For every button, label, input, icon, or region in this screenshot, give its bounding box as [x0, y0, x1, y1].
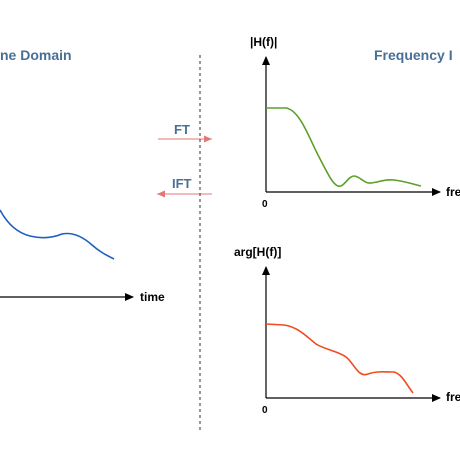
magnitude-origin-label: 0 [262, 199, 268, 210]
time-x-axis-label: time [140, 290, 165, 304]
transform-operations: FT IFT [157, 55, 212, 432]
phase-y-axis-label: arg[H(f)] [234, 245, 281, 259]
time-signal-curve [0, 209, 115, 260]
magnitude-curve [266, 107, 422, 187]
phase-chart: arg[H(f)] 0 fre [234, 245, 460, 416]
time-domain-panel: ne Domain time [0, 47, 165, 304]
frequency-domain-title: Frequency I [374, 47, 453, 63]
ft-label: FT [174, 122, 190, 137]
phase-curve [265, 323, 414, 394]
magnitude-y-axis-label: |H(f)| [250, 35, 277, 49]
magnitude-x-axis-label: fre [446, 185, 460, 199]
phase-origin-label: 0 [262, 405, 268, 416]
magnitude-chart: |H(f)| 0 fre [250, 35, 460, 210]
phase-x-axis-label: fre [446, 390, 460, 404]
frequency-domain-panel: Frequency I |H(f)| 0 fre arg[H(f)] 0 fre [234, 35, 460, 416]
ift-label: IFT [172, 176, 192, 191]
time-domain-title: ne Domain [0, 47, 72, 63]
